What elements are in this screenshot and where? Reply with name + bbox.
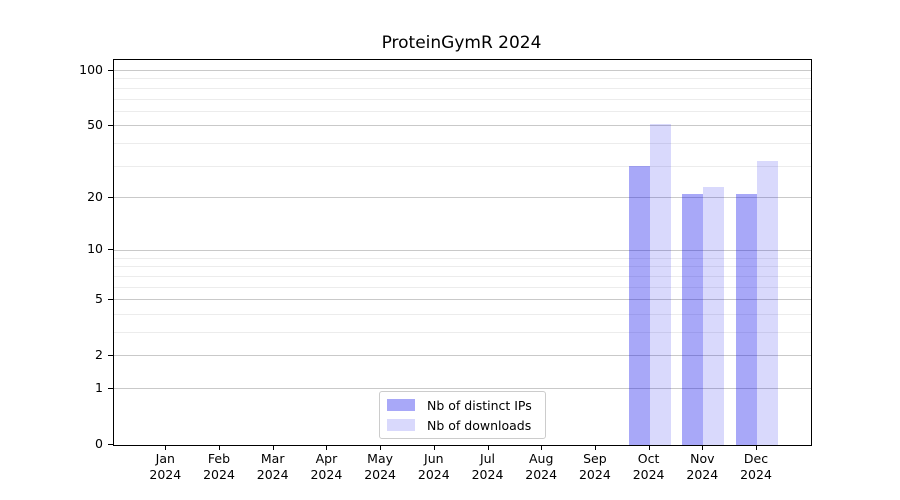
y-tick-5 bbox=[108, 298, 113, 300]
plot-area: Nb of distinct IPs Nb of downloads bbox=[113, 59, 812, 446]
y-tick-20 bbox=[108, 196, 113, 198]
x-tick-label-apr-2024: Apr 2024 bbox=[298, 451, 354, 482]
x-tick-label-feb-2024: Feb 2024 bbox=[191, 451, 247, 482]
minor-gridline-90 bbox=[114, 78, 811, 80]
x-tick-label-oct-2024: Oct 2024 bbox=[621, 451, 677, 482]
x-tick-label-aug-2024: Aug 2024 bbox=[513, 451, 569, 482]
x-tick-oct-2024 bbox=[648, 445, 650, 450]
bar-nb-of-distinct-ips-dec-2024 bbox=[736, 194, 757, 445]
x-tick-jan-2024 bbox=[165, 445, 167, 450]
x-tick-label-mar-2024: Mar 2024 bbox=[245, 451, 301, 482]
x-tick-label-nov-2024: Nov 2024 bbox=[674, 451, 730, 482]
x-tick-label-line: Nov bbox=[690, 451, 715, 466]
major-gridline-1 bbox=[114, 388, 811, 390]
x-tick-nov-2024 bbox=[702, 445, 704, 450]
x-tick-jun-2024 bbox=[433, 445, 435, 450]
x-tick-label-jun-2024: Jun 2024 bbox=[406, 451, 462, 482]
x-tick-label-line: 2024 bbox=[525, 466, 558, 482]
minor-gridline-70 bbox=[114, 98, 811, 100]
legend-item-nb-of-downloads: Nb of downloads bbox=[387, 417, 535, 434]
x-tick-dec-2024 bbox=[756, 445, 757, 450]
major-gridline-100 bbox=[114, 70, 811, 72]
y-tick-0 bbox=[108, 444, 113, 445]
x-tick-feb-2024 bbox=[219, 445, 220, 450]
x-tick-label-line: Apr bbox=[315, 451, 338, 466]
y-tick-label-2: 2 bbox=[95, 346, 103, 362]
x-tick-label-line: 2024 bbox=[417, 466, 450, 482]
x-tick-sep-2024 bbox=[594, 445, 596, 450]
legend-label-nb-of-distinct-ips: Nb of distinct IPs bbox=[427, 397, 532, 413]
major-gridline-10 bbox=[114, 249, 811, 251]
y-tick-label-10: 10 bbox=[87, 241, 103, 257]
minor-gridline-40 bbox=[114, 143, 811, 145]
minor-gridline-6 bbox=[114, 286, 811, 288]
major-gridline-5 bbox=[114, 299, 811, 301]
y-tick-label-5: 5 bbox=[95, 290, 103, 306]
legend-item-nb-of-distinct-ips: Nb of distinct IPs bbox=[387, 397, 535, 414]
y-tick-label-0: 0 bbox=[95, 436, 103, 451]
minor-gridline-8 bbox=[114, 266, 811, 268]
x-tick-label-line: May bbox=[367, 451, 394, 466]
minor-gridline-60 bbox=[114, 110, 811, 112]
x-tick-label-line: Aug bbox=[528, 451, 554, 466]
x-tick-label-line: Sep bbox=[583, 451, 607, 466]
y-tick-50 bbox=[108, 124, 113, 126]
y-tick-label-50: 50 bbox=[87, 116, 103, 132]
x-tick-label-line: 2024 bbox=[632, 466, 665, 482]
x-tick-label-line: Dec bbox=[743, 451, 769, 466]
x-tick-label-line: 2024 bbox=[310, 466, 343, 482]
minor-gridline-80 bbox=[114, 87, 811, 89]
x-tick-label-line: 2024 bbox=[256, 466, 289, 482]
x-tick-label-line: Jan bbox=[155, 451, 175, 466]
bar-nb-of-distinct-ips-oct-2024 bbox=[628, 166, 650, 445]
y-tick-label-20: 20 bbox=[87, 188, 103, 204]
minor-gridline-4 bbox=[114, 313, 811, 315]
x-tick-label-sep-2024: Sep 2024 bbox=[567, 451, 623, 482]
major-gridline-50 bbox=[114, 125, 811, 127]
x-tick-jul-2024 bbox=[487, 445, 489, 450]
x-tick-label-line: 2024 bbox=[578, 466, 611, 482]
x-tick-label-line: 2024 bbox=[149, 466, 182, 482]
y-tick-2 bbox=[108, 354, 113, 356]
minor-gridline-7 bbox=[114, 275, 811, 277]
x-tick-label-line: 2024 bbox=[364, 466, 396, 482]
x-tick-label-may-2024: May 2024 bbox=[352, 451, 408, 482]
y-tick-100 bbox=[108, 69, 113, 71]
x-tick-aug-2024 bbox=[541, 445, 543, 450]
y-tick-label-100: 100 bbox=[79, 61, 103, 77]
legend-label-nb-of-downloads: Nb of downloads bbox=[427, 417, 532, 433]
x-tick-may-2024 bbox=[380, 445, 382, 450]
x-tick-label-dec-2024: Dec 2024 bbox=[728, 451, 784, 482]
x-tick-label-line: Feb bbox=[207, 451, 231, 466]
major-gridline-2 bbox=[114, 355, 811, 357]
minor-gridline-9 bbox=[114, 257, 811, 259]
bar-nb-of-distinct-ips-nov-2024 bbox=[682, 194, 704, 445]
y-tick-1 bbox=[108, 387, 113, 389]
minor-gridline-30 bbox=[114, 165, 811, 167]
x-tick-label-line: 2024 bbox=[203, 466, 235, 482]
legend-swatch-nb-of-downloads bbox=[387, 419, 415, 431]
minor-gridline-3 bbox=[114, 332, 811, 334]
bar-nb-of-downloads-dec-2024 bbox=[757, 161, 778, 445]
legend: Nb of distinct IPs Nb of downloads bbox=[379, 391, 546, 439]
x-tick-label-line: 2024 bbox=[471, 466, 504, 482]
y-tick-label-1: 1 bbox=[95, 379, 103, 395]
x-tick-label-line: Oct bbox=[637, 451, 660, 466]
x-tick-label-line: Jul bbox=[479, 451, 496, 466]
x-tick-label-jan-2024: Jan 2024 bbox=[137, 451, 193, 482]
x-tick-label-jul-2024: Jul 2024 bbox=[460, 451, 516, 482]
x-tick-label-line: 2024 bbox=[740, 466, 772, 482]
bar-nb-of-downloads-nov-2024 bbox=[703, 187, 725, 445]
bar-nb-of-downloads-oct-2024 bbox=[649, 124, 671, 445]
x-tick-apr-2024 bbox=[326, 445, 328, 450]
y-tick-10 bbox=[108, 249, 113, 251]
major-gridline-20 bbox=[114, 197, 811, 199]
x-tick-label-line: Jun bbox=[424, 451, 444, 466]
chart-title: ProteinGymR 2024 bbox=[381, 33, 542, 53]
x-tick-mar-2024 bbox=[272, 445, 274, 450]
x-tick-label-line: 2024 bbox=[686, 466, 719, 482]
legend-swatch-nb-of-distinct-ips bbox=[387, 399, 415, 411]
x-tick-label-line: Mar bbox=[260, 451, 285, 466]
